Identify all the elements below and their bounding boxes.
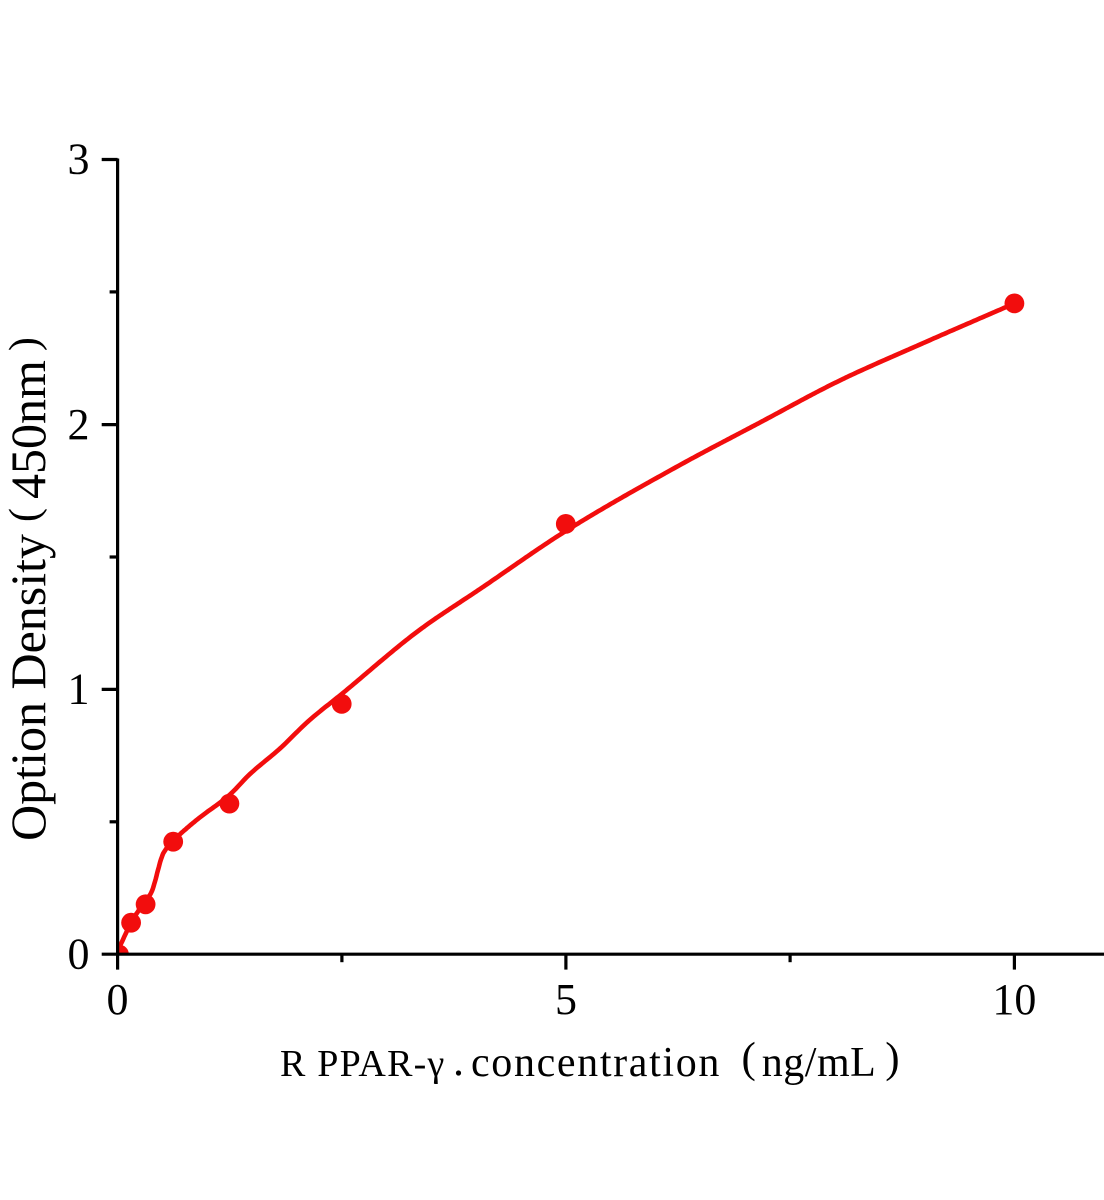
- svg-text:concentration: concentration: [471, 1040, 721, 1086]
- svg-text:10: 10: [992, 975, 1036, 1024]
- svg-text:2: 2: [68, 400, 90, 449]
- svg-text:ng/mL: ng/mL: [762, 1040, 877, 1086]
- svg-text:(: (: [742, 1035, 756, 1082]
- svg-text:3: 3: [68, 135, 90, 184]
- svg-text:): ): [885, 1035, 899, 1082]
- svg-text:1: 1: [68, 665, 90, 714]
- svg-text:0: 0: [107, 975, 129, 1024]
- svg-text:5: 5: [555, 975, 577, 1024]
- svg-text:Option Density(450nm): Option Density(450nm): [0, 337, 56, 841]
- svg-text:R PPAR-γ: R PPAR-γ: [280, 1043, 445, 1085]
- svg-text:0: 0: [68, 930, 90, 979]
